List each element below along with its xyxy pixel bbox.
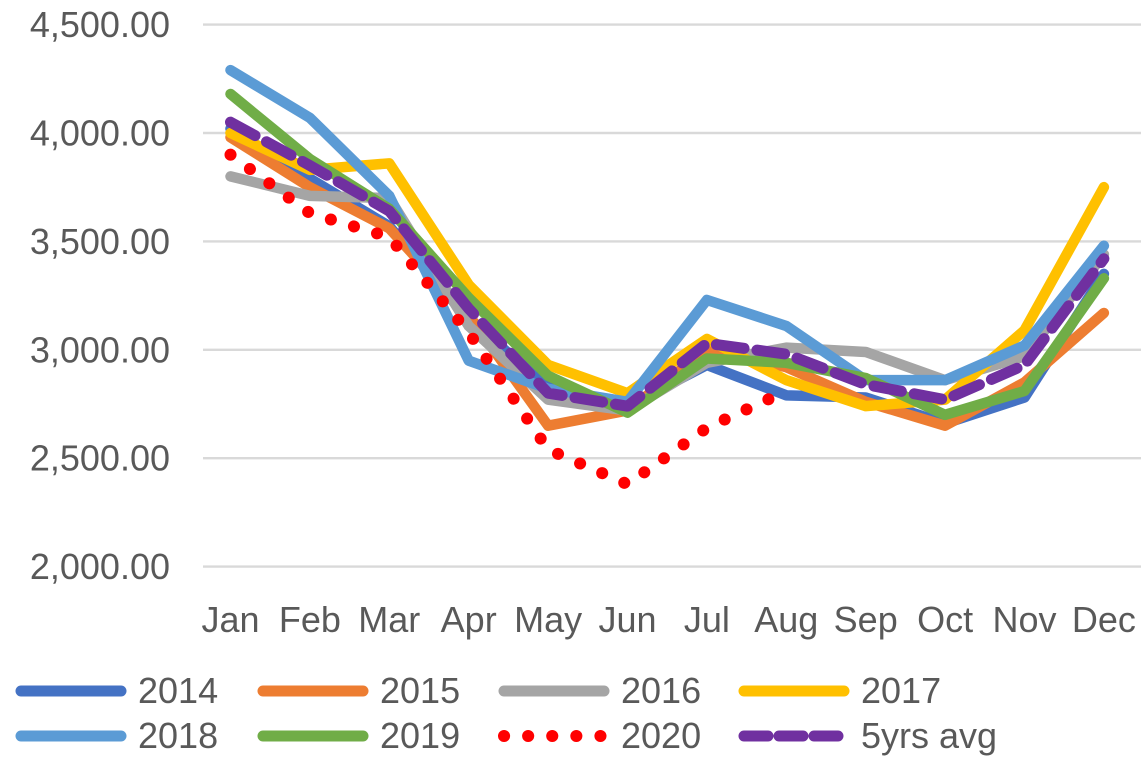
legend-swatch-2014 — [15, 685, 127, 697]
x-axis-tick-label: Jul — [684, 599, 730, 640]
legend-label: 2015 — [380, 670, 461, 711]
legend-swatch-2017 — [738, 685, 850, 697]
x-axis-tick-label: Apr — [441, 599, 497, 640]
series-line-2018 — [225, 64, 1110, 408]
x-axis-tick-label: Jan — [201, 599, 259, 640]
legend-swatch-2018 — [15, 730, 127, 742]
legend-swatch-2015 — [257, 685, 369, 697]
legend-label: 5yrs avg — [861, 715, 998, 756]
y-axis-tick-label: 3,000.00 — [30, 329, 170, 370]
legend-item-2017: 2017 — [738, 669, 941, 713]
x-axis-tick-label: Jun — [598, 599, 656, 640]
y-axis-tick-label: 2,000.00 — [30, 546, 170, 587]
chart-legend: 2014 2015 2016 2017 2018 2019 2020 5yrs avg — [0, 655, 1147, 761]
legend-label: 2018 — [138, 715, 219, 756]
legend-swatch-5yrs-avg — [738, 730, 850, 742]
y-axis-tick-label: 3,500.00 — [30, 221, 170, 262]
legend-label: 2017 — [861, 670, 942, 711]
x-axis-tick-label: Feb — [279, 599, 341, 640]
legend-item-2015: 2015 — [257, 669, 460, 713]
legend-label: 2020 — [621, 715, 702, 756]
x-axis-tick-label: Oct — [917, 599, 973, 640]
legend-label: 2016 — [621, 670, 702, 711]
x-axis-tick-label: Dec — [1072, 599, 1136, 640]
series-line-5yrs-avg — [225, 116, 1110, 412]
legend-item-2014: 2014 — [15, 669, 218, 713]
legend-label: 2019 — [380, 715, 461, 756]
legend-swatch-2019 — [257, 730, 369, 742]
x-axis-tick-label: Sep — [834, 599, 898, 640]
y-axis-tick-label: 2,500.00 — [30, 438, 170, 479]
chart-area: 4,500.00 4,000.00 3,500.00 3,000.00 2,500.00… — [30, 4, 1141, 640]
legend-item-2020: 2020 — [498, 714, 701, 758]
legend-item-5yrs-avg: 5yrs avg — [738, 714, 997, 758]
x-axis-tick-label: Nov — [992, 599, 1056, 640]
legend-item-2018: 2018 — [15, 714, 218, 758]
x-axis-tick-label: May — [514, 599, 582, 640]
y-axis-tick-label: 4,500.00 — [30, 4, 170, 45]
x-axis-tick-label: Mar — [358, 599, 420, 640]
y-axis-tick-label: 4,000.00 — [30, 113, 170, 154]
legend-item-2016: 2016 — [498, 669, 701, 713]
legend-item-2019: 2019 — [257, 714, 460, 758]
line-chart: 4,500.00 4,000.00 3,500.00 3,000.00 2,500.00… — [30, 4, 1141, 640]
legend-swatch-2016 — [498, 685, 610, 697]
x-axis-tick-label: Aug — [754, 599, 818, 640]
legend-label: 2014 — [138, 670, 219, 711]
legend-swatch-2020 — [498, 730, 610, 742]
